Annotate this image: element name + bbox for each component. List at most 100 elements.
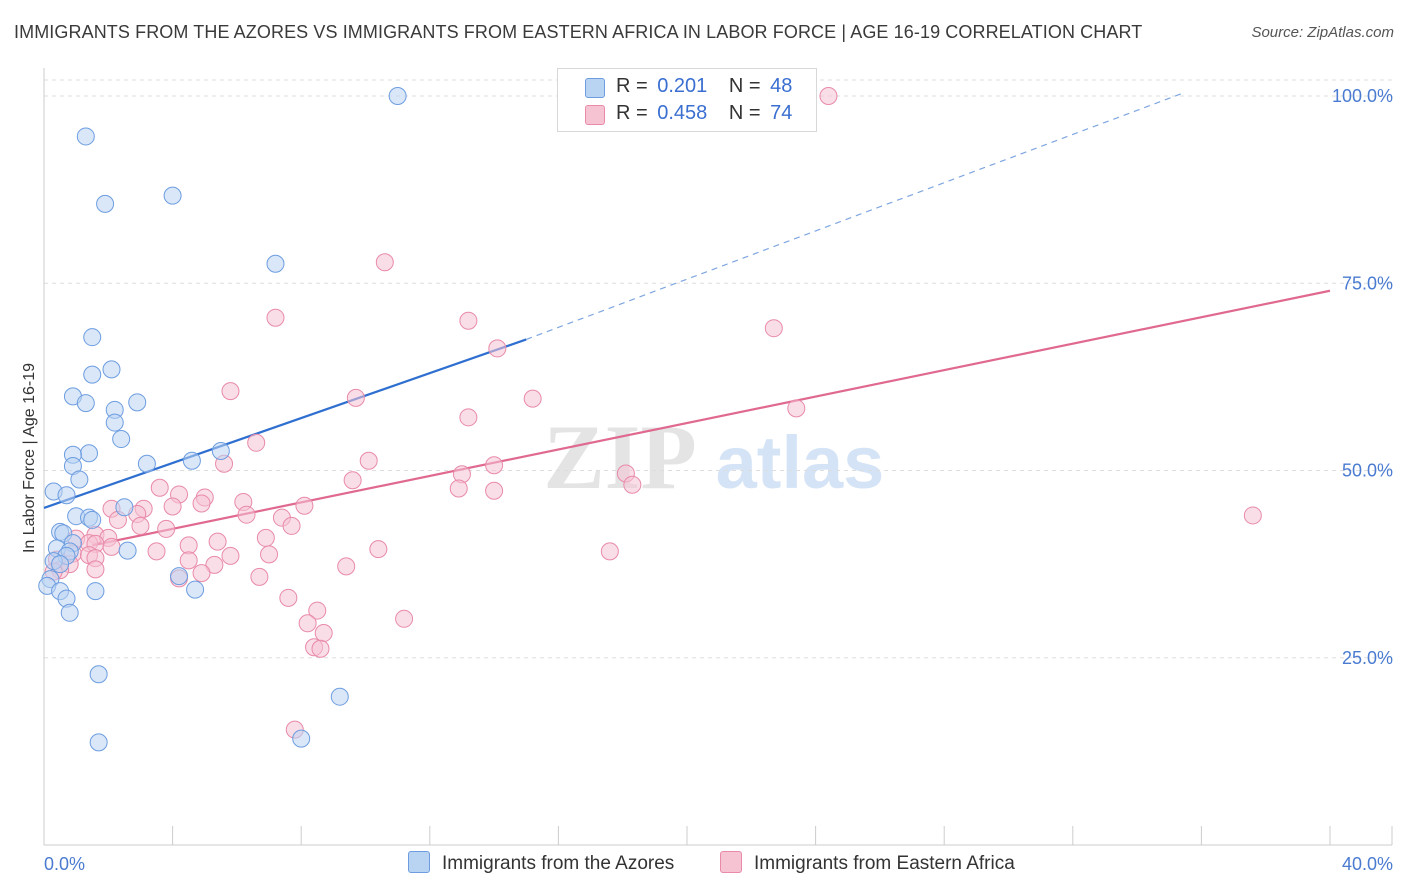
legend-r-value: 0.201 (657, 75, 708, 97)
source-label: Source: ZipAtlas.com (1251, 24, 1394, 41)
axes (43, 68, 1393, 846)
point-azores (105, 413, 124, 432)
point-azores (96, 194, 115, 213)
point-azores (76, 394, 95, 413)
tick-labels: 25.0% 50.0% 75.0% 100.0% 0.0% 40.0% (44, 86, 1393, 874)
series-swatch-blue (408, 851, 430, 873)
point-eastern-africa (205, 555, 224, 574)
point-eastern-africa (395, 609, 414, 628)
point-eastern-africa (459, 408, 478, 427)
point-azores (70, 470, 89, 489)
point-eastern-africa (485, 481, 504, 500)
x-tick-label-max: 40.0% (1342, 854, 1393, 874)
point-azores (182, 451, 201, 470)
point-azores (102, 360, 121, 379)
point-eastern-africa (86, 560, 105, 579)
point-eastern-africa (131, 516, 150, 535)
point-eastern-africa (179, 551, 198, 570)
series-legend-eastern-africa-label: Immigrants from Eastern Africa (754, 853, 1015, 874)
point-eastern-africa (266, 308, 285, 327)
point-eastern-africa (819, 87, 838, 105)
point-eastern-africa (221, 382, 240, 401)
point-azores (89, 733, 108, 752)
point-eastern-africa (359, 451, 378, 470)
legend-r-label: R = (616, 102, 648, 124)
legend-swatch-pink (585, 105, 605, 125)
legend-row-eastern-africa: R = 0.458 N = 74 (585, 102, 793, 128)
point-eastern-africa (600, 542, 619, 561)
data-points (38, 87, 1262, 752)
point-eastern-africa (295, 496, 314, 515)
point-azores (89, 665, 108, 684)
series-legend-eastern-africa: Immigrants from Eastern Africa (720, 851, 1015, 875)
point-eastern-africa (147, 542, 166, 561)
point-eastern-africa (764, 319, 783, 338)
x-tick-label-min: 0.0% (44, 854, 85, 874)
point-eastern-africa (314, 624, 333, 643)
point-azores (57, 486, 76, 505)
y-tick-label: 100.0% (1332, 86, 1393, 106)
point-azores (51, 555, 70, 574)
point-azores (211, 442, 230, 461)
point-eastern-africa (279, 588, 298, 607)
point-azores (292, 729, 311, 748)
point-eastern-africa (250, 567, 269, 586)
point-eastern-africa (523, 389, 542, 408)
series-legend-azores: Immigrants from the Azores (408, 851, 674, 875)
point-azores (118, 541, 137, 560)
point-eastern-africa (787, 399, 806, 418)
legend-n-label: N = (728, 102, 761, 124)
legend-swatch-blue (585, 78, 605, 98)
point-azores (83, 365, 102, 384)
point-azores (83, 328, 102, 347)
grid-lines (44, 79, 1392, 659)
point-azores (266, 254, 285, 273)
point-eastern-africa (375, 253, 394, 272)
point-eastern-africa (1243, 506, 1262, 525)
point-eastern-africa (247, 433, 266, 452)
point-eastern-africa (346, 388, 365, 407)
point-eastern-africa (308, 601, 327, 620)
legend-row-azores: R = 0.201 N = 48 (585, 75, 793, 101)
legend-n-value: 74 (770, 102, 793, 124)
series-legend-azores-label: Immigrants from the Azores (442, 853, 675, 874)
point-eastern-africa (369, 540, 388, 559)
point-azores (112, 430, 131, 449)
y-axis-label: In Labor Force | Age 16-19 (21, 363, 38, 553)
point-eastern-africa (179, 536, 198, 555)
point-eastern-africa (260, 545, 279, 564)
legend-r-label: R = (616, 75, 648, 97)
point-azores (163, 186, 182, 205)
point-eastern-africa (163, 497, 182, 516)
point-azores (83, 510, 102, 529)
watermark-zip: ZIP (543, 406, 696, 508)
point-azores (388, 87, 407, 105)
correlation-legend: R = 0.201 N = 48 R = 0.458 N = 74 (557, 68, 817, 132)
point-azores (76, 127, 95, 146)
point-azores (186, 580, 205, 599)
point-eastern-africa (337, 557, 356, 576)
legend-r-value: 0.458 (657, 102, 708, 124)
point-eastern-africa (449, 479, 468, 498)
point-eastern-africa (208, 532, 227, 551)
point-azores (128, 393, 147, 412)
point-eastern-africa (192, 564, 211, 583)
point-azores (170, 567, 189, 586)
point-eastern-africa (282, 516, 301, 535)
point-azores (60, 603, 79, 622)
y-tick-label: 25.0% (1342, 648, 1393, 668)
trend-line-azores (43, 338, 527, 509)
point-eastern-africa (485, 456, 504, 475)
watermark-atlas: atlas (716, 421, 885, 504)
point-azores (80, 444, 99, 463)
series-swatch-pink (720, 851, 742, 873)
point-eastern-africa (623, 475, 642, 494)
point-azores (115, 498, 134, 517)
point-eastern-africa (256, 528, 275, 547)
point-eastern-africa (150, 478, 169, 497)
trend-line-eastern-africa (92, 289, 1331, 547)
point-eastern-africa (343, 471, 362, 490)
legend-n-value: 48 (770, 75, 793, 97)
legend-n-label: N = (728, 75, 761, 97)
